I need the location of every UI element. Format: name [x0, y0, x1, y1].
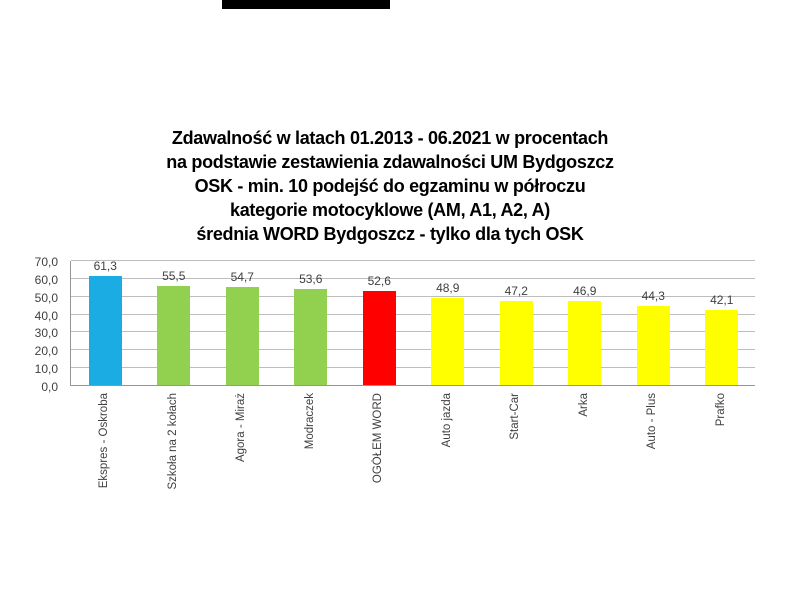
x-category-label: Start-Car: [509, 393, 522, 440]
x-axis: Ekspres - Oskroba Szkoła na 2 kołach Agora…: [70, 393, 755, 490]
y-axis: 0,0 10,0 20,0 30,0 40,0 50,0 60,0 70,0: [0, 255, 64, 394]
y-tick-label: 70,0: [34, 255, 58, 269]
x-category-label: Auto jazda: [440, 393, 453, 448]
redaction-bar: [222, 0, 390, 9]
bar-Ekspres - Oskroba: [88, 275, 122, 385]
bar-value-label: 54,7: [230, 270, 254, 285]
bar-value-label: 53,6: [299, 272, 323, 287]
gridline: [71, 331, 755, 333]
x-category-cell: Agora - Miraż: [207, 393, 276, 462]
y-tick-label: 20,0: [34, 344, 58, 359]
x-category-cell: Arka: [550, 393, 619, 417]
x-category-cell: Prafko: [687, 393, 756, 426]
x-category-cell: Ekspres - Oskroba: [70, 393, 139, 488]
x-category-label: Arka: [577, 393, 590, 417]
plot-area: 61,3 55,5 54,7 53,6 52,6 48,9 47,2 46,9 44,3 42,1: [70, 258, 755, 386]
bar-value-label: 52,6: [367, 274, 391, 289]
x-category-label: Agora - Miraż: [235, 393, 248, 463]
bar-Auto - Plus: [636, 305, 670, 385]
bar-Agora - Miraż: [225, 287, 259, 385]
x-category-cell: Auto jazda: [413, 393, 482, 447]
x-category-label: Auto - Plus: [646, 393, 659, 450]
x-category-cell: OGÓŁEM WORD: [344, 393, 413, 483]
gridline: [71, 295, 755, 297]
y-tick-label: 10,0: [34, 362, 58, 377]
y-tick-label: 50,0: [34, 290, 58, 305]
chart-title-line-3: OSK - min. 10 podejść do egzaminu w półr…: [194, 176, 586, 196]
bar-value-label: 61,3: [93, 258, 117, 273]
y-tick-label: 40,0: [34, 308, 58, 323]
bar-value-label: 47,2: [504, 283, 528, 298]
x-category-label: Prafko: [714, 393, 727, 427]
gridline: [71, 349, 755, 351]
gridline: [71, 367, 755, 369]
chart-title-line-2: na podstawie zestawienia zdawalności UM …: [166, 152, 614, 172]
bar-Start-Car: [499, 300, 533, 385]
chart-title-line-5: średnia WORD Bydgoszcz - tylko dla tych …: [196, 224, 584, 244]
y-tick-label: 60,0: [34, 272, 58, 287]
x-category-cell: Auto - Plus: [618, 393, 687, 449]
chart-title: Zdawalność w latach 01.2013 - 06.2021 w …: [0, 126, 780, 246]
y-tick-label: 0,0: [41, 380, 58, 394]
bar-value-label: 44,3: [641, 288, 665, 303]
bar-Auto jazda: [431, 297, 465, 385]
y-tick-label: 30,0: [34, 326, 58, 341]
bar-Arka: [568, 301, 602, 385]
bar-value-label: 55,5: [162, 268, 186, 283]
x-category-label: Szkoła na 2 kołach: [166, 393, 179, 490]
bar-Modraczek: [294, 289, 328, 385]
gridline: [71, 313, 755, 315]
bar-OGÓŁEM WORD: [362, 291, 396, 385]
gridline: [71, 260, 755, 261]
gridline: [71, 277, 755, 279]
x-category-cell: Start-Car: [481, 393, 550, 440]
bar-Prafko: [705, 309, 739, 385]
bar-value-label: 42,1: [710, 292, 734, 307]
x-category-label: Ekspres - Oskroba: [98, 393, 111, 489]
bar-value-label: 48,9: [436, 280, 460, 295]
x-category-cell: Modraczek: [276, 393, 345, 449]
bar-value-label: 46,9: [573, 284, 597, 299]
x-category-label: OGÓŁEM WORD: [372, 393, 385, 484]
x-category-label: Modraczek: [303, 393, 316, 450]
chart-title-line-4: kategorie motocyklowe (AM, A1, A2, A): [230, 200, 550, 220]
x-category-cell: Szkoła na 2 kołach: [139, 393, 208, 490]
bar-Szkoła na 2 kołach: [157, 285, 191, 385]
chart-title-line-1: Zdawalność w latach 01.2013 - 06.2021 w …: [171, 128, 609, 148]
